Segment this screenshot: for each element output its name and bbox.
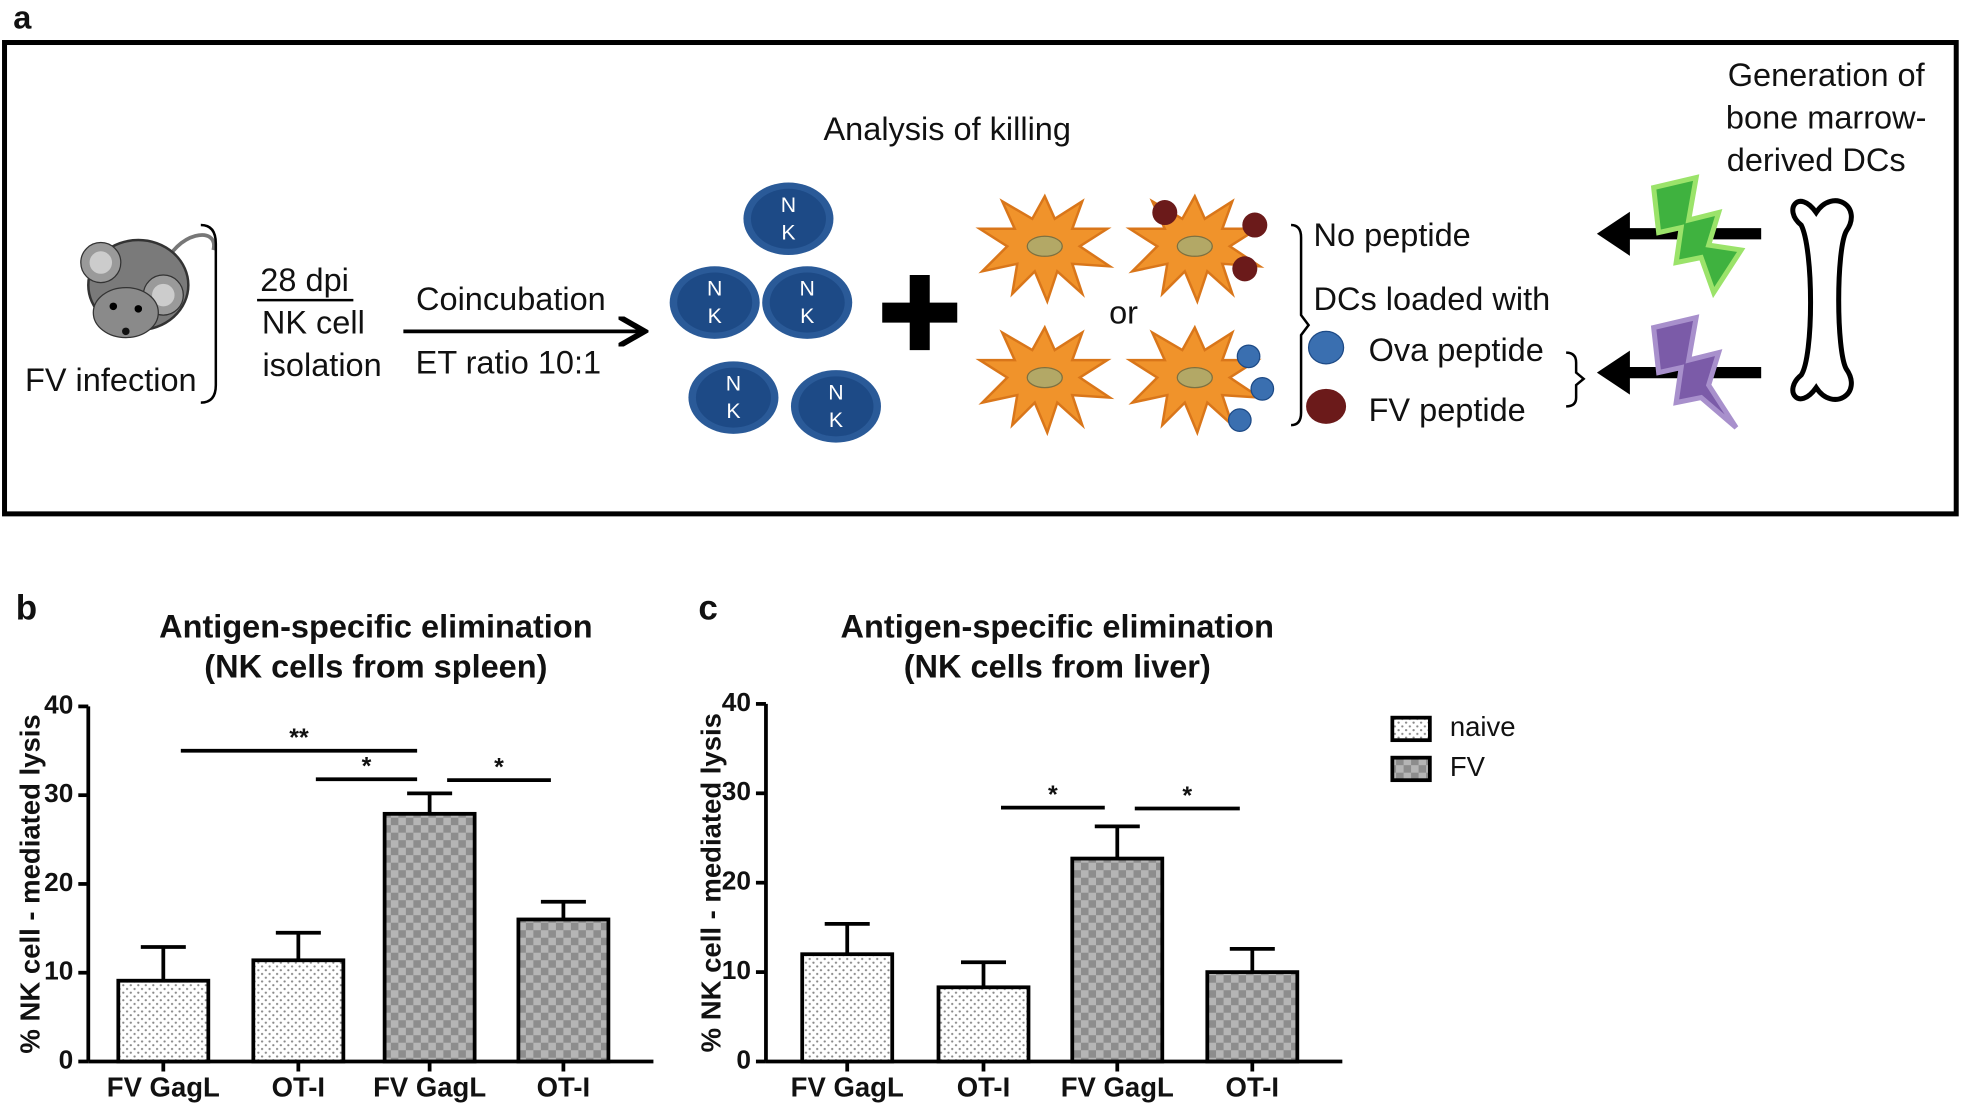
nk-label: K <box>726 399 740 423</box>
y-tick-label: 40 <box>44 689 73 719</box>
bar <box>251 958 346 1064</box>
y-tick-label: 10 <box>722 955 751 985</box>
label: 28 dpi <box>260 262 349 298</box>
chart-title: Antigen-specific elimination <box>159 608 592 644</box>
nk-label: K <box>781 220 795 244</box>
charts: b Antigen-specific elimination (NK cells f… <box>14 588 1515 1102</box>
legend-label: naive <box>1450 711 1516 742</box>
y-tick-label: 0 <box>59 1044 74 1074</box>
x-tick-label: OT-I <box>272 1071 325 1102</box>
label: FV infection <box>25 362 197 398</box>
label: DCs loaded with <box>1314 281 1551 317</box>
significance-label: * <box>1182 782 1192 810</box>
bar <box>516 917 611 1064</box>
x-tick-label: OT-I <box>537 1071 590 1102</box>
label: Analysis of killing <box>824 111 1071 147</box>
bar <box>382 811 477 1064</box>
significance-label: * <box>362 753 372 781</box>
y-tick-label: 10 <box>44 956 73 986</box>
significance-label: * <box>1048 781 1058 809</box>
label: NK cell <box>262 305 365 341</box>
legend-label: FV <box>1450 751 1486 782</box>
y-axis-label: % NK cell - mediated lysis <box>696 713 727 1052</box>
panel-label: a <box>13 0 32 36</box>
bar <box>1205 970 1300 1064</box>
diagram: a FV infection 28 dpi NK cell isolation … <box>2 0 1959 517</box>
label: derived DCs <box>1727 142 1906 178</box>
frame <box>2 40 1959 517</box>
x-tick-label: FV GagL <box>791 1071 904 1102</box>
label: or <box>1109 295 1138 331</box>
bone <box>1790 198 1854 402</box>
nk-label: N <box>707 277 722 301</box>
legend-swatch <box>1390 755 1432 783</box>
bar <box>936 985 1031 1064</box>
chart-title: (NK cells from liver) <box>904 648 1211 684</box>
nk-label: K <box>829 408 843 432</box>
nk-label: N <box>781 193 796 217</box>
chart-title: Antigen-specific elimination <box>841 608 1274 644</box>
x-tick-label: OT-I <box>1226 1071 1279 1102</box>
label: bone marrow- <box>1726 100 1927 136</box>
x-tick-label: FV GagL <box>107 1071 220 1102</box>
nk-label: N <box>800 277 815 301</box>
x-tick-label: OT-I <box>957 1071 1010 1102</box>
bar <box>116 978 211 1064</box>
nk-label: N <box>726 372 741 396</box>
plus <box>882 275 958 351</box>
nk-label: K <box>800 304 814 328</box>
x-tick-label: FV GagL <box>373 1071 486 1102</box>
nk-label: N <box>828 380 843 404</box>
label: FV peptide <box>1369 392 1526 428</box>
y-axis-label: % NK cell - mediated lysis <box>14 714 45 1053</box>
nk-label: K <box>708 304 722 328</box>
label: Coincubation <box>416 281 606 317</box>
legend-swatch <box>1390 715 1432 743</box>
y-tick-label: 30 <box>722 776 751 806</box>
mouse <box>80 233 216 339</box>
y-tick-label: 0 <box>736 1044 751 1074</box>
y-tick-label: 20 <box>722 866 751 896</box>
label: Ova peptide <box>1369 332 1544 368</box>
significance-label: ** <box>289 724 309 752</box>
label: ET ratio 10:1 <box>416 345 601 381</box>
panel-label: c <box>698 588 717 627</box>
chart: b Antigen-specific elimination (NK cells f… <box>14 588 654 1102</box>
bar <box>800 952 895 1064</box>
significance-label: * <box>494 753 504 781</box>
x-tick-label: FV GagL <box>1061 1071 1174 1102</box>
panel-label: b <box>16 588 37 627</box>
y-tick-label: 40 <box>722 687 751 717</box>
label: Generation of <box>1728 57 1926 93</box>
bar <box>1070 856 1165 1064</box>
y-tick-label: 20 <box>44 867 73 897</box>
label: isolation <box>262 347 381 383</box>
y-tick-label: 30 <box>44 778 73 808</box>
chart: c Antigen-specific elimination (NK cells f… <box>696 588 1516 1102</box>
chart-title: (NK cells from spleen) <box>204 648 547 684</box>
label: No peptide <box>1314 217 1471 253</box>
